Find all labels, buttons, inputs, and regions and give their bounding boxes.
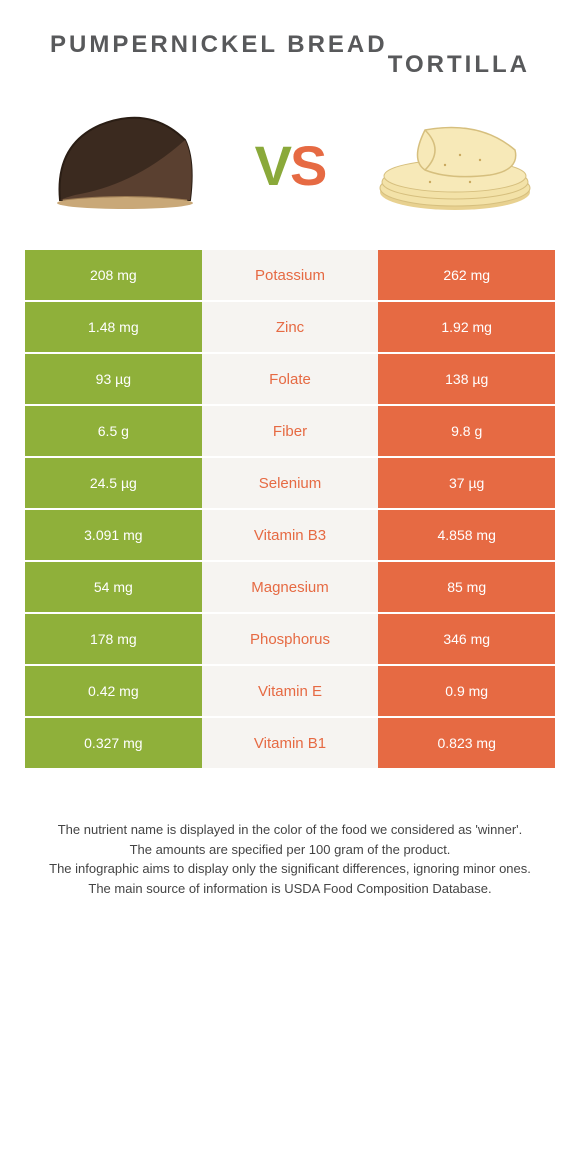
right-value: 85 mg [378, 562, 555, 612]
footer-line: The main source of information is USDA F… [30, 879, 550, 899]
nutrient-label: Magnesium [202, 562, 379, 612]
nutrient-label: Folate [202, 354, 379, 404]
nutrient-label: Vitamin B1 [202, 718, 379, 768]
nutrient-label: Zinc [202, 302, 379, 352]
table-row: 208 mg Potassium 262 mg [25, 250, 555, 300]
right-food-image [370, 100, 540, 230]
table-row: 0.327 mg Vitamin B1 0.823 mg [25, 718, 555, 768]
table-row: 0.42 mg Vitamin E 0.9 mg [25, 666, 555, 716]
left-value: 0.42 mg [25, 666, 202, 716]
nutrient-label: Phosphorus [202, 614, 379, 664]
right-value: 138 µg [378, 354, 555, 404]
right-value: 9.8 g [378, 406, 555, 456]
left-value: 178 mg [25, 614, 202, 664]
bread-icon [45, 105, 205, 225]
vs-label: VS [255, 133, 326, 198]
table-row: 93 µg Folate 138 µg [25, 354, 555, 404]
right-value: 4.858 mg [378, 510, 555, 560]
nutrient-label: Selenium [202, 458, 379, 508]
right-value: 262 mg [378, 250, 555, 300]
left-value: 3.091 mg [25, 510, 202, 560]
footer-line: The amounts are specified per 100 gram o… [30, 840, 550, 860]
left-value: 0.327 mg [25, 718, 202, 768]
nutrient-label: Fiber [202, 406, 379, 456]
footer-line: The nutrient name is displayed in the co… [30, 820, 550, 840]
left-food-title: Pumpernickel bread [50, 30, 388, 60]
left-value: 6.5 g [25, 406, 202, 456]
table-row: 3.091 mg Vitamin B3 4.858 mg [25, 510, 555, 560]
nutrient-label: Vitamin E [202, 666, 379, 716]
vs-s: S [290, 134, 325, 197]
right-value: 0.823 mg [378, 718, 555, 768]
footer-notes: The nutrient name is displayed in the co… [0, 770, 580, 938]
right-value: 37 µg [378, 458, 555, 508]
left-value: 1.48 mg [25, 302, 202, 352]
nutrient-label: Vitamin B3 [202, 510, 379, 560]
left-value: 208 mg [25, 250, 202, 300]
table-row: 24.5 µg Selenium 37 µg [25, 458, 555, 508]
right-value: 0.9 mg [378, 666, 555, 716]
nutrient-label: Potassium [202, 250, 379, 300]
images-row: VS [0, 90, 580, 250]
table-row: 178 mg Phosphorus 346 mg [25, 614, 555, 664]
header: Pumpernickel bread Tortilla [0, 0, 580, 90]
table-row: 54 mg Magnesium 85 mg [25, 562, 555, 612]
table-row: 1.48 mg Zinc 1.92 mg [25, 302, 555, 352]
left-food-image [40, 100, 210, 230]
tortilla-icon [370, 110, 540, 220]
right-food-title: Tortilla [388, 30, 530, 80]
right-value: 1.92 mg [378, 302, 555, 352]
footer-line: The infographic aims to display only the… [30, 859, 550, 879]
table-row: 6.5 g Fiber 9.8 g [25, 406, 555, 456]
left-value: 54 mg [25, 562, 202, 612]
left-value: 24.5 µg [25, 458, 202, 508]
left-value: 93 µg [25, 354, 202, 404]
vs-v: V [255, 134, 290, 197]
right-value: 346 mg [378, 614, 555, 664]
comparison-table: 208 mg Potassium 262 mg 1.48 mg Zinc 1.9… [0, 250, 580, 768]
